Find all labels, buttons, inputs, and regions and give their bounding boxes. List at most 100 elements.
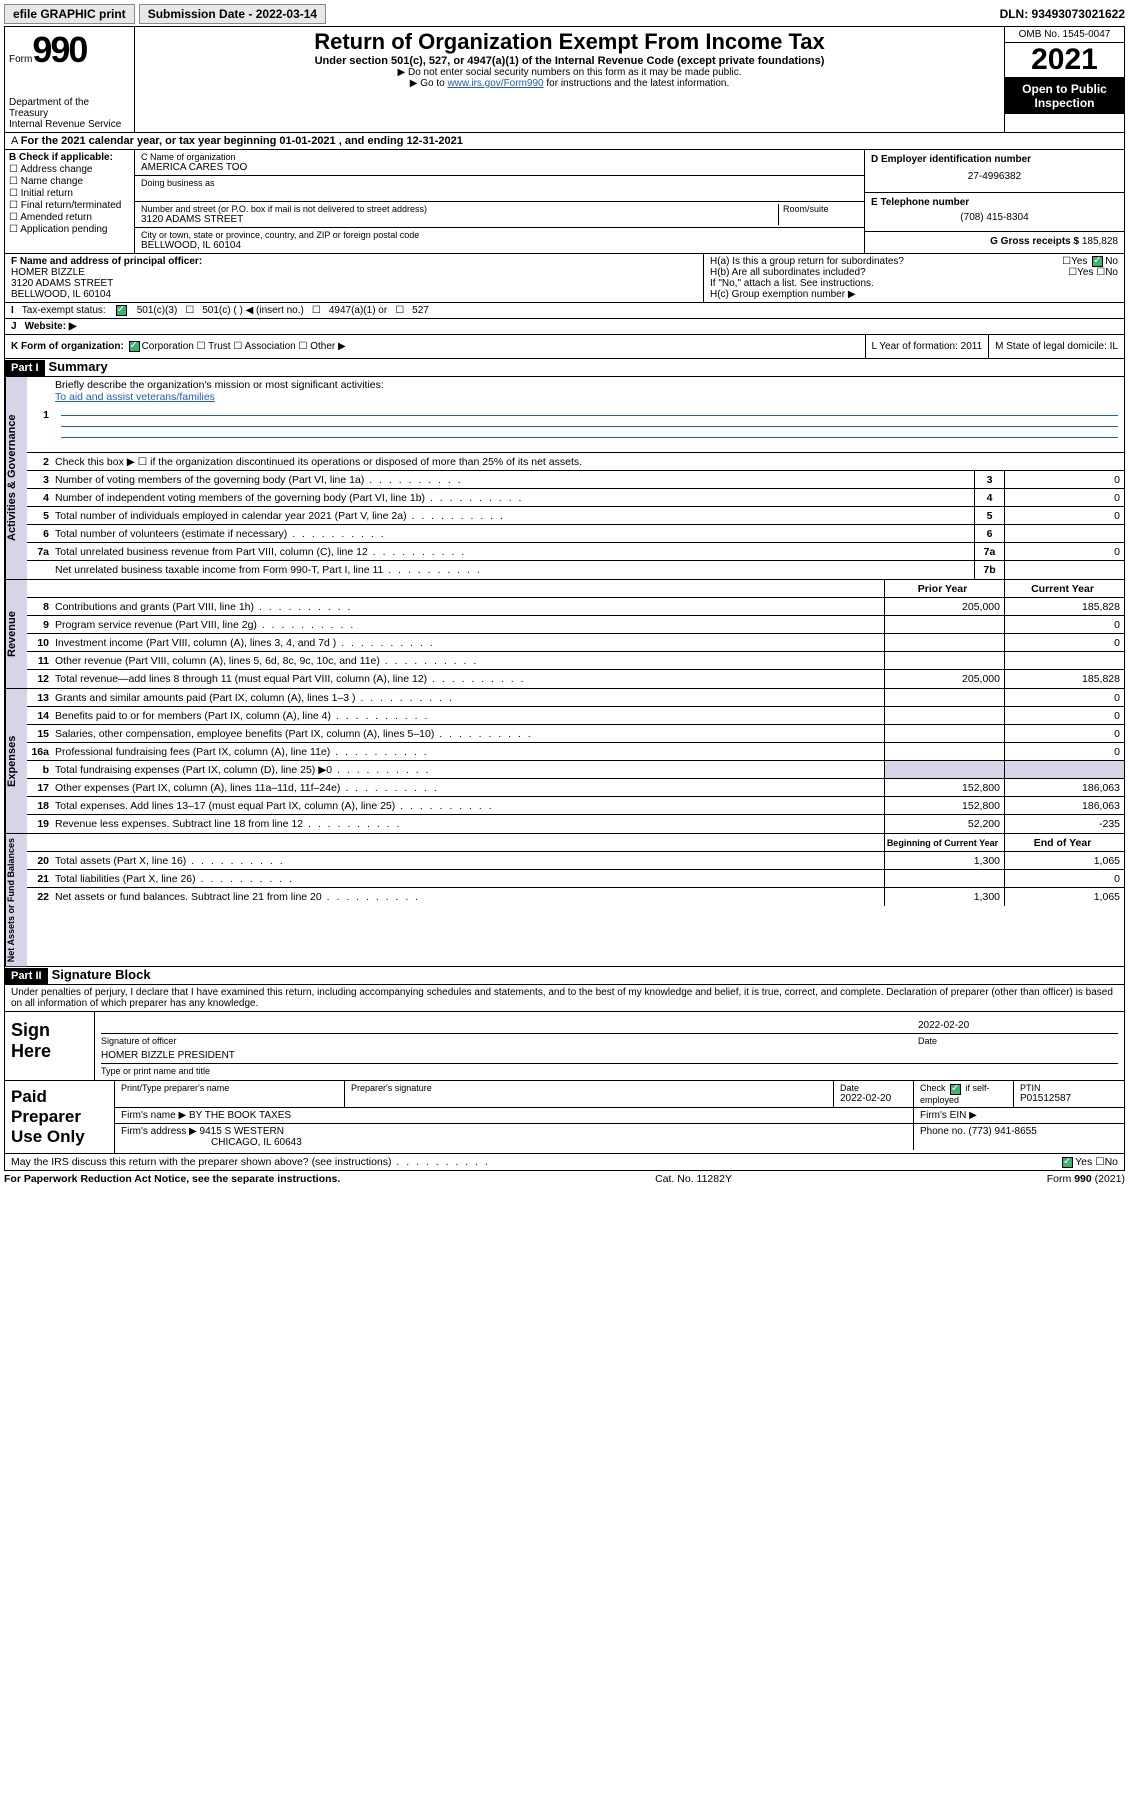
line-box: 7b bbox=[974, 561, 1004, 579]
ha-text: H(a) Is this a group return for subordin… bbox=[710, 256, 1062, 267]
line-val bbox=[1004, 561, 1124, 579]
prep-name-lab: Print/Type preparer's name bbox=[121, 1083, 338, 1093]
omb-no: OMB No. 1545-0047 bbox=[1005, 27, 1124, 43]
curr-val: 185,828 bbox=[1004, 598, 1124, 615]
part1-hdr: Part I bbox=[5, 360, 45, 376]
chk-address[interactable]: ☐ Address change bbox=[9, 164, 130, 175]
prep-date: 2022-02-20 bbox=[840, 1093, 907, 1104]
hdr-mid: Return of Organization Exempt From Incom… bbox=[135, 27, 1004, 132]
prior-val bbox=[884, 870, 1004, 887]
curr-val: 0 bbox=[1004, 689, 1124, 706]
prior-val bbox=[884, 707, 1004, 724]
line-text: Net unrelated business taxable income fr… bbox=[55, 562, 974, 578]
discuss-q: May the IRS discuss this return with the… bbox=[11, 1156, 490, 1168]
self-emp-text: Check bbox=[920, 1083, 948, 1093]
irs-link[interactable]: www.irs.gov/Form990 bbox=[447, 78, 543, 89]
chk-selfemp[interactable] bbox=[950, 1084, 961, 1095]
prior-val: 1,300 bbox=[884, 888, 1004, 906]
chk-initial[interactable]: ☐ Initial return bbox=[9, 188, 130, 199]
hdr-left: Form990 Department of the Treasury Inter… bbox=[5, 27, 135, 132]
firm-lab: Firm's name ▶ bbox=[121, 1110, 186, 1121]
line-text: Number of independent voting members of … bbox=[55, 490, 974, 506]
e-lab: E Telephone number bbox=[871, 197, 969, 208]
line-box: 6 bbox=[974, 525, 1004, 542]
chk-amended[interactable]: ☐ Amended return bbox=[9, 212, 130, 223]
line-val: 0 bbox=[1004, 471, 1124, 488]
subdate-lab: Submission Date - bbox=[148, 7, 256, 21]
box-b-label: B Check if applicable: bbox=[9, 152, 113, 163]
line-text: Other revenue (Part VIII, column (A), li… bbox=[55, 653, 884, 669]
sub3-post: for instructions and the latest informat… bbox=[544, 78, 730, 89]
open-public: Open to Public Inspection bbox=[1005, 78, 1124, 114]
row-j: JWebsite: ▶ bbox=[4, 319, 1125, 335]
ein-val: 27-4996382 bbox=[871, 165, 1118, 188]
line-text: Total fundraising expenses (Part IX, col… bbox=[55, 762, 884, 778]
pra-notice: For Paperwork Reduction Act Notice, see … bbox=[4, 1173, 340, 1185]
officer-city: BELLWOOD, IL 60104 bbox=[11, 289, 111, 300]
org-name: AMERICA CARES TOO bbox=[141, 162, 858, 173]
j-lab: Website: ▶ bbox=[25, 321, 77, 332]
curr-val: 0 bbox=[1004, 870, 1124, 887]
col-prior: Prior Year bbox=[884, 580, 1004, 597]
row-a: A For the 2021 calendar year, or tax yea… bbox=[4, 133, 1125, 150]
officer-name: HOMER BIZZLE bbox=[11, 267, 85, 278]
dept-treasury: Department of the Treasury bbox=[9, 97, 130, 119]
chk-name[interactable]: ☐ Name change bbox=[9, 176, 130, 187]
curr-val: 0 bbox=[1004, 707, 1124, 724]
box-c: C Name of organizationAMERICA CARES TOO … bbox=[135, 150, 864, 253]
line-text: Professional fundraising fees (Part IX, … bbox=[55, 744, 884, 760]
ptin-lab: PTIN bbox=[1020, 1083, 1118, 1093]
line-text: Total unrelated business revenue from Pa… bbox=[55, 544, 974, 560]
col-curr: Current Year bbox=[1004, 580, 1124, 597]
declaration: Under penalties of perjury, I declare th… bbox=[4, 985, 1125, 1012]
c-city-lab: City or town, state or province, country… bbox=[141, 230, 858, 240]
col-beg: Beginning of Current Year bbox=[884, 834, 1004, 851]
curr-val: 0 bbox=[1004, 616, 1124, 633]
c-name-lab: C Name of organization bbox=[141, 152, 858, 162]
row-a-text: For the 2021 calendar year, or tax year … bbox=[21, 135, 463, 147]
subdate-btn[interactable]: Submission Date - 2022-03-14 bbox=[139, 4, 326, 24]
part2-hdr: Part II bbox=[5, 968, 48, 984]
chk-final[interactable]: ☐ Final return/terminated bbox=[9, 200, 130, 211]
chk-501c3[interactable] bbox=[116, 305, 127, 316]
line-text: Salaries, other compensation, employee b… bbox=[55, 726, 884, 742]
firm-phone-lab: Phone no. bbox=[920, 1126, 966, 1137]
form-number: 990 bbox=[32, 29, 86, 70]
discuss-yes[interactable] bbox=[1062, 1157, 1073, 1168]
c-dba-lab: Doing business as bbox=[141, 178, 858, 188]
vtab-gov: Activities & Governance bbox=[5, 377, 27, 579]
ptin-val: P01512587 bbox=[1020, 1093, 1118, 1104]
vtab-rev: Revenue bbox=[5, 580, 27, 688]
firm-name: BY THE BOOK TAXES bbox=[189, 1110, 291, 1121]
line-text: Investment income (Part VIII, column (A)… bbox=[55, 635, 884, 651]
org-city: BELLWOOD, IL 60104 bbox=[141, 240, 858, 251]
chk-pending[interactable]: ☐ Application pending bbox=[9, 224, 130, 235]
prior-val bbox=[884, 616, 1004, 633]
line-text: Contributions and grants (Part VIII, lin… bbox=[55, 599, 884, 615]
box-f: F Name and address of principal officer:… bbox=[5, 254, 704, 302]
curr-val: 0 bbox=[1004, 634, 1124, 651]
curr-val: 186,063 bbox=[1004, 779, 1124, 796]
curr-val: 1,065 bbox=[1004, 852, 1124, 869]
ha-no-chk[interactable] bbox=[1092, 256, 1103, 267]
line-box: 7a bbox=[974, 543, 1004, 560]
ein-lab: Firm's EIN ▶ bbox=[914, 1108, 1124, 1123]
chk-corp[interactable] bbox=[129, 341, 140, 352]
line-text: Grants and similar amounts paid (Part IX… bbox=[55, 690, 884, 706]
form-title: Return of Organization Exempt From Incom… bbox=[141, 29, 998, 55]
d-lab: D Employer identification number bbox=[871, 154, 1031, 165]
line-text: Revenue less expenses. Subtract line 18 … bbox=[55, 816, 884, 832]
line-text: Other expenses (Part IX, column (A), lin… bbox=[55, 780, 884, 796]
q1: Briefly describe the organization's miss… bbox=[55, 379, 384, 391]
curr-val: 185,828 bbox=[1004, 670, 1124, 688]
hc-text: H(c) Group exemption number ▶ bbox=[710, 289, 1118, 300]
curr-val: 186,063 bbox=[1004, 797, 1124, 814]
form-word: Form bbox=[9, 54, 32, 65]
curr-val: 1,065 bbox=[1004, 888, 1124, 906]
hdr-right: OMB No. 1545-0047 2021 Open to Public In… bbox=[1004, 27, 1124, 132]
line-text: Total number of volunteers (estimate if … bbox=[55, 526, 974, 542]
prior-val: 1,300 bbox=[884, 852, 1004, 869]
line-box: 5 bbox=[974, 507, 1004, 524]
vtab-exp: Expenses bbox=[5, 689, 27, 833]
efile-btn[interactable]: efile GRAPHIC print bbox=[4, 4, 135, 24]
